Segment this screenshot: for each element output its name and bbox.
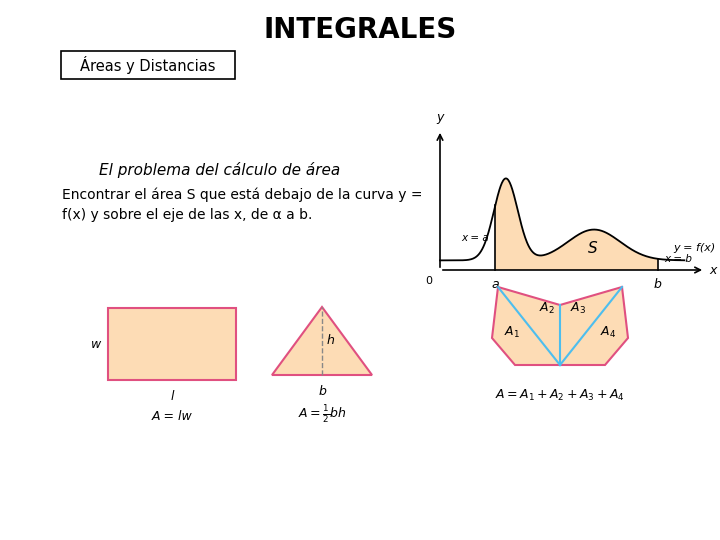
Text: x = b: x = b — [664, 254, 692, 265]
Text: Encontrar el área S que está debajo de la curva y =: Encontrar el área S que está debajo de l… — [62, 188, 423, 202]
Text: b: b — [654, 278, 662, 291]
Text: INTEGRALES: INTEGRALES — [264, 16, 456, 44]
Text: $A = A_1 + A_2 + A_3 + A_4$: $A = A_1 + A_2 + A_3 + A_4$ — [495, 388, 625, 403]
Text: b: b — [318, 385, 326, 398]
Text: $A_3$: $A_3$ — [570, 300, 586, 315]
Bar — [108, 308, 236, 380]
Polygon shape — [272, 307, 372, 375]
Text: w: w — [91, 338, 101, 350]
Text: $A_1$: $A_1$ — [504, 325, 520, 340]
Text: El problema del cálculo de área: El problema del cálculo de área — [99, 162, 341, 178]
Text: h: h — [327, 334, 335, 348]
Text: 0: 0 — [425, 276, 432, 286]
Text: $A_4$: $A_4$ — [600, 325, 616, 340]
Polygon shape — [495, 178, 658, 270]
Text: x: x — [709, 264, 716, 276]
Text: Áreas y Distancias: Áreas y Distancias — [80, 56, 216, 74]
Polygon shape — [492, 287, 628, 365]
Text: y = f(x): y = f(x) — [673, 243, 716, 253]
Text: a: a — [492, 278, 499, 291]
Text: A = lw: A = lw — [152, 410, 192, 423]
Text: $A_2$: $A_2$ — [539, 300, 555, 315]
Text: $A = \frac{1}{2}bh$: $A = \frac{1}{2}bh$ — [297, 403, 346, 425]
Text: l: l — [170, 390, 174, 403]
Text: x = a: x = a — [462, 233, 490, 243]
Text: S: S — [588, 241, 598, 256]
Text: y: y — [436, 111, 444, 124]
FancyBboxPatch shape — [61, 51, 235, 79]
Text: f(x) y sobre el eje de las x, de α a b.: f(x) y sobre el eje de las x, de α a b. — [62, 208, 312, 222]
